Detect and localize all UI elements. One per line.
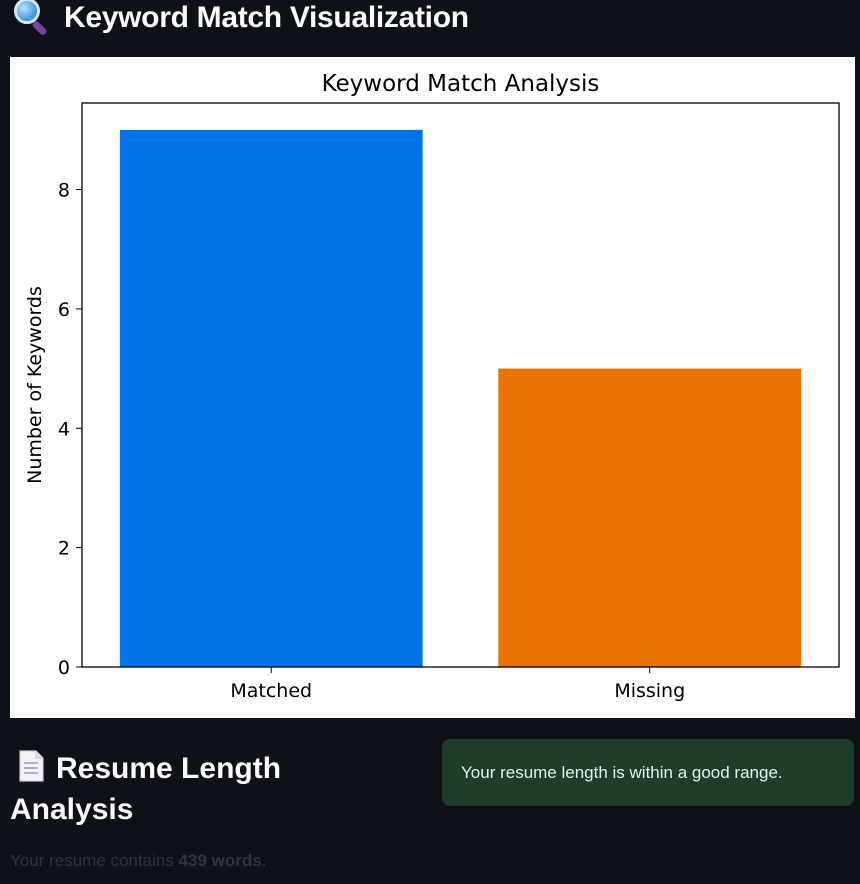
word-count-suffix: . [261, 851, 267, 870]
keyword-section-title-text: Keyword Match Visualization [64, 1, 469, 34]
y-tick-label: 0 [58, 657, 70, 679]
bar-matched [119, 129, 423, 667]
document-icon [19, 750, 44, 782]
chart-title: Keyword Match Analysis [322, 71, 600, 97]
y-tick-label: 2 [58, 538, 70, 560]
x-tick-label: Missing [614, 680, 685, 702]
x-tick-label: Matched [230, 680, 312, 702]
resume-section-title: Resume Length Analysis [10, 748, 330, 830]
word-count-text: Your resume contains 439 words. [10, 851, 266, 871]
resume-section-title-text: Resume Length Analysis [10, 752, 282, 826]
resume-length-success-alert: Your resume length is within a good rang… [442, 739, 854, 806]
success-message: Your resume length is within a good rang… [461, 762, 783, 782]
word-count-prefix: Your resume contains [10, 851, 179, 870]
y-tick-label: 6 [58, 299, 70, 321]
keyword-section-title: Keyword Match Visualization [12, 0, 469, 38]
y-axis-label: Number of Keywords [24, 286, 46, 484]
y-tick-label: 4 [58, 418, 70, 440]
word-count-value: 439 words [178, 851, 262, 870]
keyword-chart-svg: Keyword Match Analysis Matched Missing 0 2 4 6… [24, 71, 840, 702]
plot-frame [81, 102, 840, 668]
y-tick-label: 8 [58, 180, 70, 202]
keyword-chart: Keyword Match Analysis Matched Missing 0 2 4 6… [10, 57, 855, 718]
bar-missing [498, 368, 802, 667]
magnifier-icon [12, 0, 52, 38]
